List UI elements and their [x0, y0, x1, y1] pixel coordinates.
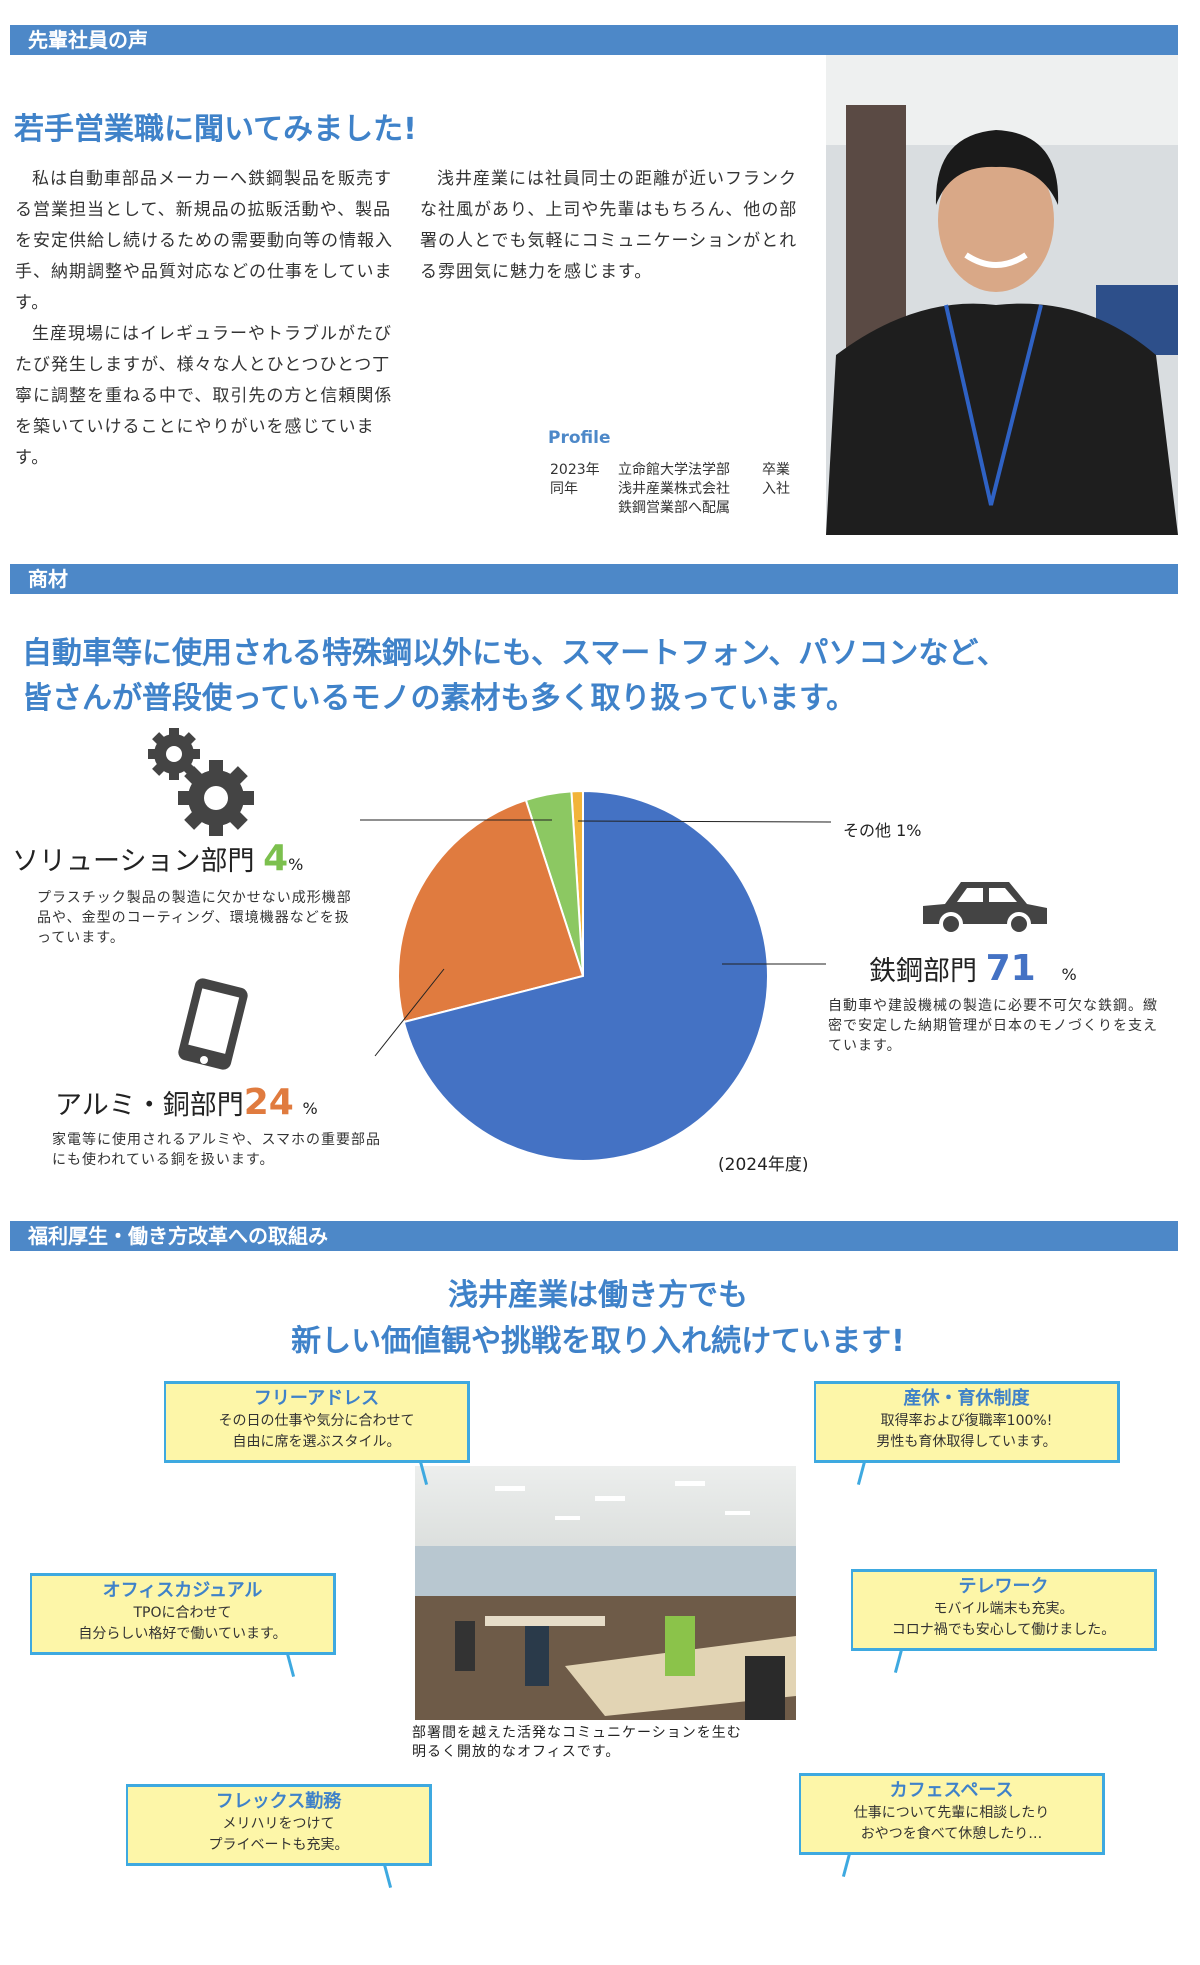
profile-text: 立命館大学法学部	[618, 462, 730, 478]
steel-dept-value: 71	[985, 948, 1036, 989]
products-headline-1: 自動車等に使用される特殊鋼以外にも、スマートフォン、パソコンなど、	[22, 636, 1007, 671]
percent-unit: %	[302, 1099, 318, 1118]
pie-slice-steel	[402, 789, 769, 1162]
bubble-text: 取得率および復職率100%!	[880, 1413, 1053, 1429]
profile-status: 入社	[762, 481, 790, 497]
profile-row: 2023年 立命館大学法学部 卒業	[550, 461, 790, 480]
gears-icon	[148, 728, 254, 836]
office-photo-caption: 部署間を越えた活発なコミュニケーションを生む 明るく開放的なオフィスです。	[412, 1724, 742, 1762]
bubble-title: 産休・育休制度	[903, 1388, 1030, 1409]
other-leader-line	[577, 820, 832, 823]
solution-dept-name: ソリューション部門	[12, 846, 255, 877]
bubble-text: 自由に席を選ぶスタイル。	[232, 1434, 401, 1450]
bubble-title: オフィスカジュアル	[102, 1580, 263, 1601]
bubble-tail	[893, 1649, 904, 1673]
bubble-text: TPOに合わせて	[133, 1605, 232, 1621]
profile-row: 鉄鋼営業部へ配属	[550, 499, 790, 518]
caption-line: 明るく開放的なオフィスです。	[412, 1744, 621, 1760]
employee-photo	[826, 55, 1178, 535]
welfare-headline-2: 新しい価値観や挑戦を取り入れ続けています!	[291, 1324, 905, 1359]
aluminum-leader-line	[374, 968, 445, 1057]
other-label: その他 1%	[843, 821, 922, 840]
pie-slice-solution	[524, 790, 584, 977]
profile-table: 2023年 立命館大学法学部 卒業 同年 浅井産業株式会社 入社 鉄鋼営業部へ配属	[550, 461, 790, 518]
bubble-telework: テレワーク モバイル端末も充実。 コロナ禍でも安心して働けました。	[851, 1569, 1157, 1651]
bubble-text: モバイル端末も充実。	[933, 1601, 1074, 1617]
bubble-text: 男性も育休取得しています。	[876, 1434, 1057, 1450]
aluminum-dept-label: アルミ・銅部門24 %	[55, 1082, 318, 1123]
bubble-tail	[382, 1864, 393, 1888]
pie-slice-other	[570, 789, 584, 977]
aluminum-dept-desc: 家電等に使用されるアルミや、スマホの重要部品にも使われている銅を扱います。	[52, 1132, 382, 1168]
bubble-tail	[841, 1853, 852, 1877]
section-header-senior-voice: 先輩社員の声	[10, 25, 1178, 55]
aluminum-dept-name: アルミ・銅部門	[55, 1090, 244, 1121]
bubble-text: メリハリをつけて	[222, 1816, 335, 1832]
interview-paragraph: 浅井産業には社員同士の距離が近いフランクな社風があり、上司や先輩はもちろん、他の…	[420, 169, 798, 282]
smartphone-icon	[178, 978, 248, 1070]
solution-dept-value: 4	[263, 838, 289, 879]
bubble-title: フレックス勤務	[215, 1791, 342, 1812]
profile-label: Profile	[548, 428, 611, 448]
profile-text: 鉄鋼営業部へ配属	[618, 500, 730, 516]
percent-unit: %	[1061, 965, 1077, 984]
bubble-text: 自分らしい格好で働いています。	[78, 1626, 287, 1642]
section-header-welfare: 福利厚生・働き方改革への取組み	[10, 1221, 1178, 1251]
bubble-flex-time: フレックス勤務 メリハリをつけて プライベートも充実。	[126, 1784, 432, 1866]
caption-line: 部署間を越えた活発なコミュニケーションを生む	[412, 1725, 742, 1741]
office-photo	[415, 1466, 796, 1720]
welfare-headline-1: 浅井産業は働き方でも	[448, 1278, 748, 1313]
profile-year: 2023年	[550, 462, 600, 478]
pie-slice-aluminum	[397, 798, 585, 1024]
solution-dept-label: ソリューション部門 4%	[12, 838, 303, 879]
bubble-text: コロナ禍でも安心して働けました。	[891, 1622, 1116, 1638]
bubble-title: テレワーク	[958, 1576, 1049, 1597]
interview-column-2: 浅井産業には社員同士の距離が近いフランクな社風があり、上司や先輩はもちろん、他の…	[420, 164, 798, 288]
interview-column-1: 私は自動車部品メーカーへ鉄鋼製品を販売する営業担当として、新規品の拡販活動や、製…	[15, 164, 393, 474]
percent-unit: %	[288, 855, 304, 874]
steel-dept-name: 鉄鋼部門	[869, 956, 977, 987]
section-header-products: 商材	[10, 564, 1178, 594]
bubble-title: フリーアドレス	[253, 1388, 380, 1409]
bubble-tail	[285, 1653, 296, 1677]
bubble-cafe-space: カフェスペース 仕事について先輩に相談したり おやつを食べて休憩したり…	[799, 1773, 1105, 1855]
bubble-title: カフェスペース	[889, 1780, 1014, 1801]
products-headline-2: 皆さんが普段使っているモノの素材も多く取り扱っています。	[22, 681, 856, 716]
bubble-free-address: フリーアドレス その日の仕事や気分に合わせて 自由に席を選ぶスタイル。	[164, 1381, 470, 1463]
profile-row: 同年 浅井産業株式会社 入社	[550, 480, 790, 499]
profile-text: 浅井産業株式会社	[618, 481, 730, 497]
steel-dept-label: 鉄鋼部門 71 %	[869, 948, 1077, 989]
steel-dept-desc: 自動車や建設機械の製造に必要不可欠な鉄鋼。緻密で安定した納期管理が日本のモノづく…	[828, 998, 1158, 1054]
fiscal-year-note: (2024年度)	[718, 1155, 809, 1175]
profile-year: 同年	[550, 481, 578, 497]
bubble-text: おやつを食べて休憩したり…	[860, 1826, 1043, 1842]
bubble-text: プライベートも充実。	[208, 1837, 349, 1853]
bubble-text: 仕事について先輩に相談したり	[853, 1805, 1050, 1821]
bubble-parental-leave: 産休・育休制度 取得率および復職率100%! 男性も育休取得しています。	[814, 1381, 1120, 1463]
car-icon	[923, 882, 1047, 936]
bubble-text: その日の仕事や気分に合わせて	[218, 1413, 415, 1429]
aluminum-dept-value: 24	[243, 1082, 294, 1123]
interview-paragraph: 生産現場にはイレギュラーやトラブルがたびたび発生しますが、様々な人とひとつひとつ…	[15, 324, 393, 468]
bubble-office-casual: オフィスカジュアル TPOに合わせて 自分らしい格好で働いています。	[30, 1573, 336, 1655]
solution-dept-desc: プラスチック製品の製造に欠かせない成形機部品や、金型のコーティング、環境機器など…	[37, 890, 352, 946]
interview-paragraph: 私は自動車部品メーカーへ鉄鋼製品を販売する営業担当として、新規品の拡販活動や、製…	[15, 169, 393, 313]
bubble-tail	[856, 1461, 867, 1485]
interview-title: 若手営業職に聞いてみました!	[14, 112, 417, 147]
profile-status: 卒業	[762, 462, 790, 478]
